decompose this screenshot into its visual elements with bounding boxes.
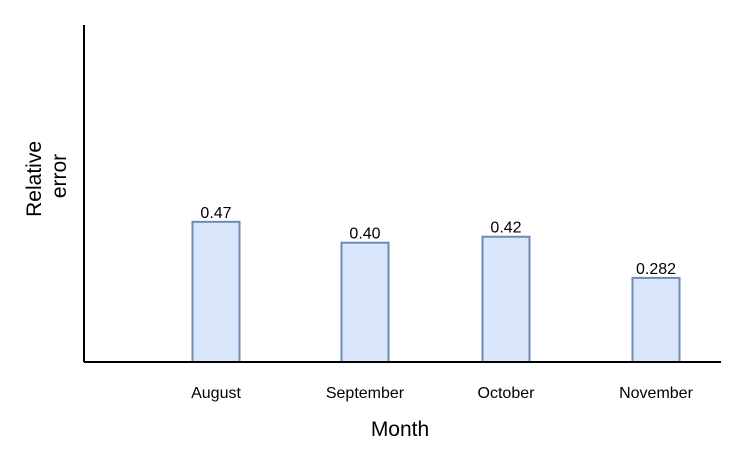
x-tick-label: August	[191, 385, 241, 402]
bar-value-label: 0.47	[200, 205, 231, 222]
bar-august	[191, 220, 241, 363]
bar-september	[340, 241, 390, 364]
x-tick-label: October	[478, 385, 536, 402]
y-axis-title-line-2: error	[48, 154, 71, 198]
x-tick-label: September	[326, 385, 405, 402]
value-labels-layer: 0.47 0.40 0.42 0.282	[200, 205, 676, 278]
x-tick-label: November	[619, 385, 693, 402]
bar-value-label: 0.40	[349, 226, 380, 243]
bar-october	[481, 235, 531, 364]
bar-value-label: 0.282	[636, 261, 676, 278]
bar-value-label: 0.42	[490, 220, 521, 237]
y-axis-title-line-1: Relative	[23, 141, 46, 217]
x-axis-title: Month	[371, 418, 429, 441]
y-axis-title: Relative error	[23, 135, 71, 217]
bars-layer	[191, 220, 681, 364]
bar-november	[631, 276, 681, 363]
category-labels-layer: August September October November	[191, 385, 693, 402]
